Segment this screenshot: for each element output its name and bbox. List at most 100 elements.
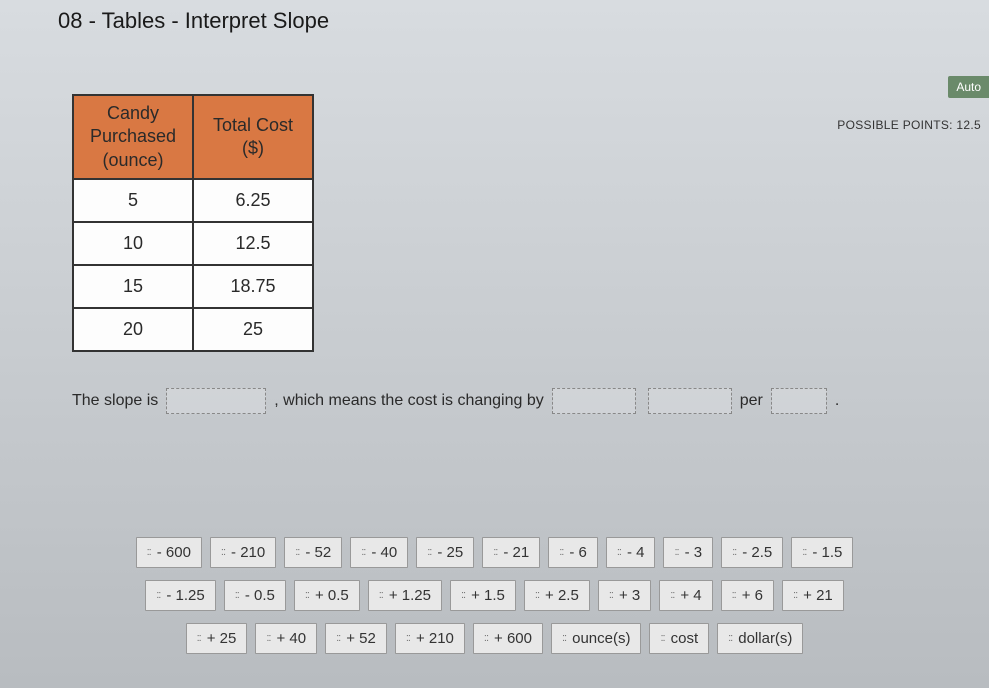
grip-icon: :: bbox=[793, 590, 797, 601]
drop-zone-change1[interactable] bbox=[552, 388, 636, 414]
page-title: 08 - Tables - Interpret Slope bbox=[0, 0, 989, 34]
grip-icon: :: bbox=[732, 590, 736, 601]
fill-sentence: The slope is , which means the cost is c… bbox=[72, 388, 989, 414]
table-row: 1518.75 bbox=[73, 265, 313, 308]
answer-tile[interactable]: ::- 1.5 bbox=[791, 537, 853, 568]
drop-zone-change2[interactable] bbox=[648, 388, 732, 414]
answer-tile[interactable]: ::- 2.5 bbox=[721, 537, 783, 568]
tile-label: - 52 bbox=[305, 544, 331, 561]
tile-label: + 25 bbox=[207, 630, 237, 647]
tile-label: - 1.5 bbox=[812, 544, 842, 561]
tile-label: + 2.5 bbox=[545, 587, 579, 604]
table-row: 56.25 bbox=[73, 179, 313, 222]
table-cell: 18.75 bbox=[193, 265, 313, 308]
drop-zone-per[interactable] bbox=[771, 388, 827, 414]
tile-label: - 4 bbox=[627, 544, 645, 561]
table-cell: 10 bbox=[73, 222, 193, 265]
tile-label: - 25 bbox=[437, 544, 463, 561]
table-cell: 25 bbox=[193, 308, 313, 351]
answer-tile[interactable]: ::- 600 bbox=[136, 537, 202, 568]
answer-tile[interactable]: ::+ 210 bbox=[395, 623, 465, 654]
answer-tile[interactable]: ::+ 25 bbox=[186, 623, 248, 654]
table-row: 1012.5 bbox=[73, 222, 313, 265]
tile-label: cost bbox=[671, 630, 699, 647]
tile-label: + 210 bbox=[416, 630, 454, 647]
answer-tile[interactable]: ::- 25 bbox=[416, 537, 474, 568]
tile-label: + 600 bbox=[494, 630, 532, 647]
grip-icon: :: bbox=[802, 547, 806, 558]
answer-tile[interactable]: ::+ 2.5 bbox=[524, 580, 590, 611]
grip-icon: :: bbox=[147, 547, 151, 558]
grip-icon: :: bbox=[484, 633, 488, 644]
answer-tile[interactable]: ::cost bbox=[649, 623, 709, 654]
table-row: 2025 bbox=[73, 308, 313, 351]
answer-tile[interactable]: ::dollar(s) bbox=[717, 623, 803, 654]
answer-tile[interactable]: ::+ 52 bbox=[325, 623, 387, 654]
answer-tile[interactable]: ::- 21 bbox=[482, 537, 540, 568]
answer-tile[interactable]: ::- 210 bbox=[210, 537, 276, 568]
grip-icon: :: bbox=[559, 547, 563, 558]
tile-label: + 40 bbox=[276, 630, 306, 647]
grip-icon: :: bbox=[156, 590, 160, 601]
answer-tile[interactable]: ::- 4 bbox=[606, 537, 656, 568]
grip-icon: :: bbox=[235, 590, 239, 601]
answer-tile[interactable]: ::+ 0.5 bbox=[294, 580, 360, 611]
sentence-text: The slope is bbox=[72, 392, 158, 410]
grip-icon: :: bbox=[670, 590, 674, 601]
possible-points-label: POSSIBLE POINTS: 12.5 bbox=[837, 118, 981, 132]
grip-icon: :: bbox=[379, 590, 383, 601]
tile-label: ounce(s) bbox=[572, 630, 630, 647]
grip-icon: :: bbox=[295, 547, 299, 558]
grip-icon: :: bbox=[535, 590, 539, 601]
tile-label: - 1.25 bbox=[166, 587, 204, 604]
answer-tile[interactable]: ::- 40 bbox=[350, 537, 408, 568]
answer-tile[interactable]: ::- 6 bbox=[548, 537, 598, 568]
table-cell: 5 bbox=[73, 179, 193, 222]
grip-icon: :: bbox=[197, 633, 201, 644]
grip-icon: :: bbox=[461, 590, 465, 601]
answer-tile[interactable]: ::+ 1.25 bbox=[368, 580, 442, 611]
tile-label: - 210 bbox=[231, 544, 265, 561]
tile-label: - 3 bbox=[685, 544, 703, 561]
answer-tile[interactable]: ::+ 40 bbox=[255, 623, 317, 654]
auto-badge: Auto bbox=[948, 76, 989, 98]
table-cell: 12.5 bbox=[193, 222, 313, 265]
answer-tile[interactable]: ::+ 3 bbox=[598, 580, 651, 611]
table-header-candy: CandyPurchased(ounce) bbox=[73, 95, 193, 179]
tile-label: - 21 bbox=[503, 544, 529, 561]
tile-label: + 4 bbox=[680, 587, 701, 604]
drop-zone-slope[interactable] bbox=[166, 388, 266, 414]
tile-label: + 0.5 bbox=[315, 587, 349, 604]
sentence-text: per bbox=[740, 392, 763, 410]
sentence-text: , which means the cost is changing by bbox=[274, 392, 543, 410]
tile-label: + 1.5 bbox=[471, 587, 505, 604]
grip-icon: :: bbox=[732, 547, 736, 558]
answer-tile[interactable]: ::- 52 bbox=[284, 537, 342, 568]
tile-label: - 2.5 bbox=[742, 544, 772, 561]
answer-tile[interactable]: ::ounce(s) bbox=[551, 623, 641, 654]
answer-tile[interactable]: ::+ 21 bbox=[782, 580, 844, 611]
answer-tile[interactable]: ::+ 4 bbox=[659, 580, 712, 611]
table-cell: 6.25 bbox=[193, 179, 313, 222]
tile-label: - 40 bbox=[371, 544, 397, 561]
tile-label: + 1.25 bbox=[389, 587, 431, 604]
answer-tile[interactable]: ::+ 600 bbox=[473, 623, 543, 654]
grip-icon: :: bbox=[305, 590, 309, 601]
grip-icon: :: bbox=[674, 547, 678, 558]
answer-tile[interactable]: ::- 1.25 bbox=[145, 580, 215, 611]
grip-icon: :: bbox=[660, 633, 664, 644]
tile-label: + 52 bbox=[346, 630, 376, 647]
grip-icon: :: bbox=[361, 547, 365, 558]
tile-label: - 600 bbox=[157, 544, 191, 561]
answer-tile[interactable]: ::- 3 bbox=[663, 537, 713, 568]
grip-icon: :: bbox=[562, 633, 566, 644]
grip-icon: :: bbox=[609, 590, 613, 601]
grip-icon: :: bbox=[617, 547, 621, 558]
answer-tile[interactable]: ::- 0.5 bbox=[224, 580, 286, 611]
answer-tile[interactable]: ::+ 1.5 bbox=[450, 580, 516, 611]
tile-label: + 3 bbox=[619, 587, 640, 604]
tile-label: + 6 bbox=[742, 587, 763, 604]
answer-tiles-area: ::- 600::- 210::- 52::- 40::- 25::- 21::… bbox=[0, 537, 989, 666]
tile-label: - 6 bbox=[569, 544, 587, 561]
answer-tile[interactable]: ::+ 6 bbox=[721, 580, 774, 611]
